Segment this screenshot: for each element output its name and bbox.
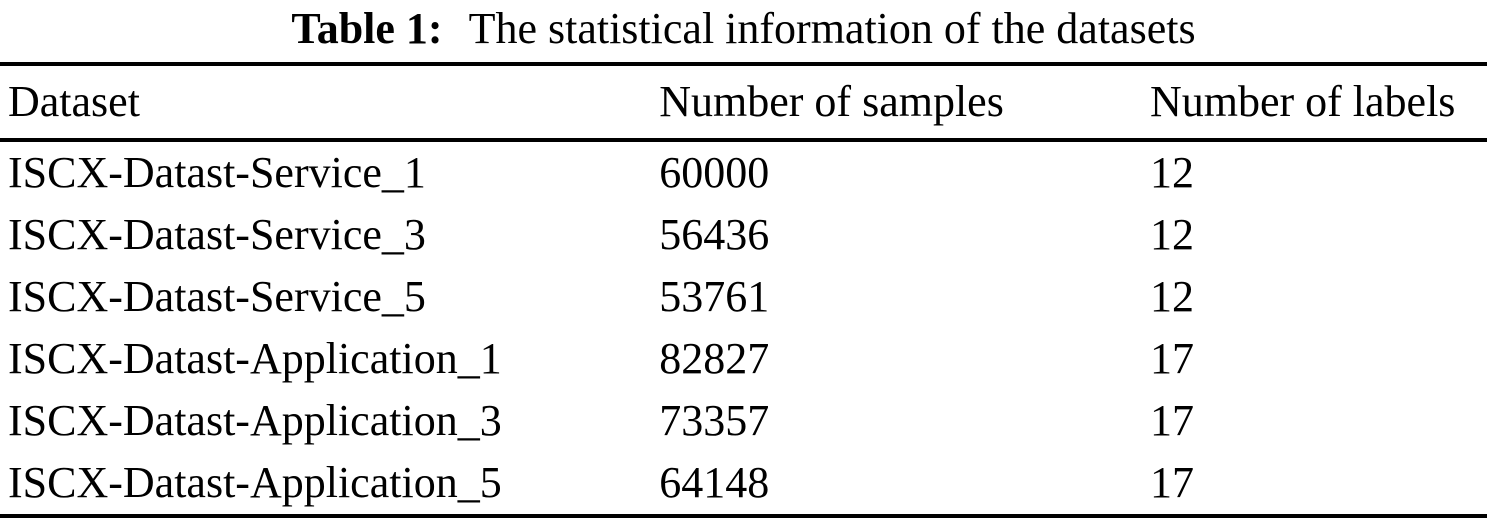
table-caption: Table 1: The statistical information of t…	[0, 0, 1487, 56]
cell-samples: 73357	[659, 396, 770, 445]
cell-labels: 12	[1149, 148, 1194, 197]
table-row: ISCX-Datast-Service_3 56436 12	[0, 204, 1487, 266]
cell-samples: 60000	[659, 148, 770, 197]
cell-labels: 17	[1149, 458, 1194, 507]
cell-dataset: ISCX-Datast-Service_1	[8, 148, 426, 197]
cell-samples: 64148	[659, 458, 770, 507]
table-caption-label: Table 1:	[291, 4, 443, 53]
datasets-table: Dataset Number of samples Number of labe…	[0, 62, 1487, 518]
cell-dataset: ISCX-Datast-Service_3	[8, 210, 426, 259]
cell-dataset: ISCX-Datast-Service_5	[8, 272, 426, 321]
column-header-dataset: Dataset	[8, 77, 140, 126]
table-row: ISCX-Datast-Application_5 64148 17	[0, 452, 1487, 516]
table-row: ISCX-Datast-Application_3 73357 17	[0, 390, 1487, 452]
table-row: ISCX-Datast-Service_5 53761 12	[0, 266, 1487, 328]
cell-labels: 12	[1149, 210, 1194, 259]
table-row: ISCX-Datast-Service_1 60000 12	[0, 140, 1487, 204]
cell-samples: 56436	[659, 210, 770, 259]
cell-dataset: ISCX-Datast-Application_1	[8, 334, 502, 383]
cell-samples: 82827	[659, 334, 770, 383]
cell-labels: 12	[1149, 272, 1194, 321]
cell-dataset: ISCX-Datast-Application_3	[8, 396, 502, 445]
table-row: ISCX-Datast-Application_1 82827 17	[0, 328, 1487, 390]
table-header-row: Dataset Number of samples Number of labe…	[0, 64, 1487, 140]
table-body: ISCX-Datast-Service_1 60000 12 ISCX-Data…	[0, 140, 1487, 516]
column-header-samples: Number of samples	[659, 77, 1004, 126]
table-caption-text: The statistical information of the datas…	[468, 4, 1196, 53]
cell-labels: 17	[1149, 334, 1194, 383]
cell-samples: 53761	[659, 272, 770, 321]
column-header-labels: Number of labels	[1149, 77, 1456, 126]
cell-dataset: ISCX-Datast-Application_5	[8, 458, 502, 507]
cell-labels: 17	[1149, 396, 1194, 445]
